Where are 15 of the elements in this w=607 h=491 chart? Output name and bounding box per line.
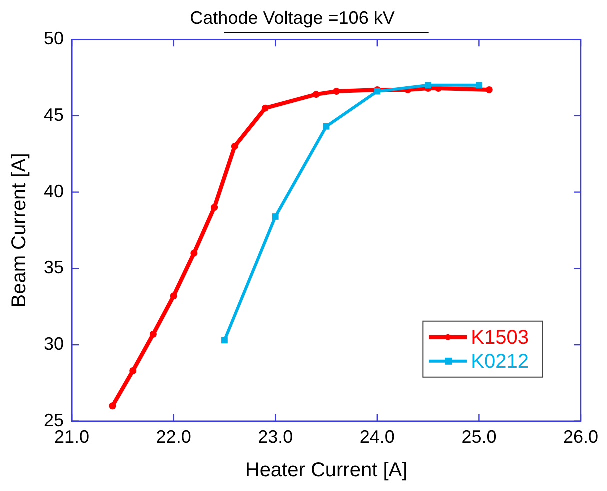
- x-tick-label: 23.0: [258, 427, 294, 448]
- y-tick-label: 45: [44, 104, 64, 125]
- x-tick-label: 24.0: [360, 427, 395, 448]
- x-tick-label: 22.0: [156, 427, 192, 448]
- x-axis-title: Heater Current [A]: [245, 460, 408, 482]
- legend-label: K0212: [471, 350, 530, 373]
- y-axis-title: Beam Current [A]: [8, 153, 31, 308]
- y-tick-label: 50: [44, 28, 64, 49]
- chart-title: Cathode Voltage =106 kV: [190, 8, 395, 28]
- y-tick-label: 35: [44, 258, 64, 278]
- legend-label: K1503: [471, 326, 530, 349]
- x-tick-label: 25.0: [462, 427, 497, 448]
- y-tick-label: 40: [44, 181, 64, 202]
- y-tick-label: 30: [44, 334, 64, 354]
- x-tick-label: 26.0: [563, 427, 599, 448]
